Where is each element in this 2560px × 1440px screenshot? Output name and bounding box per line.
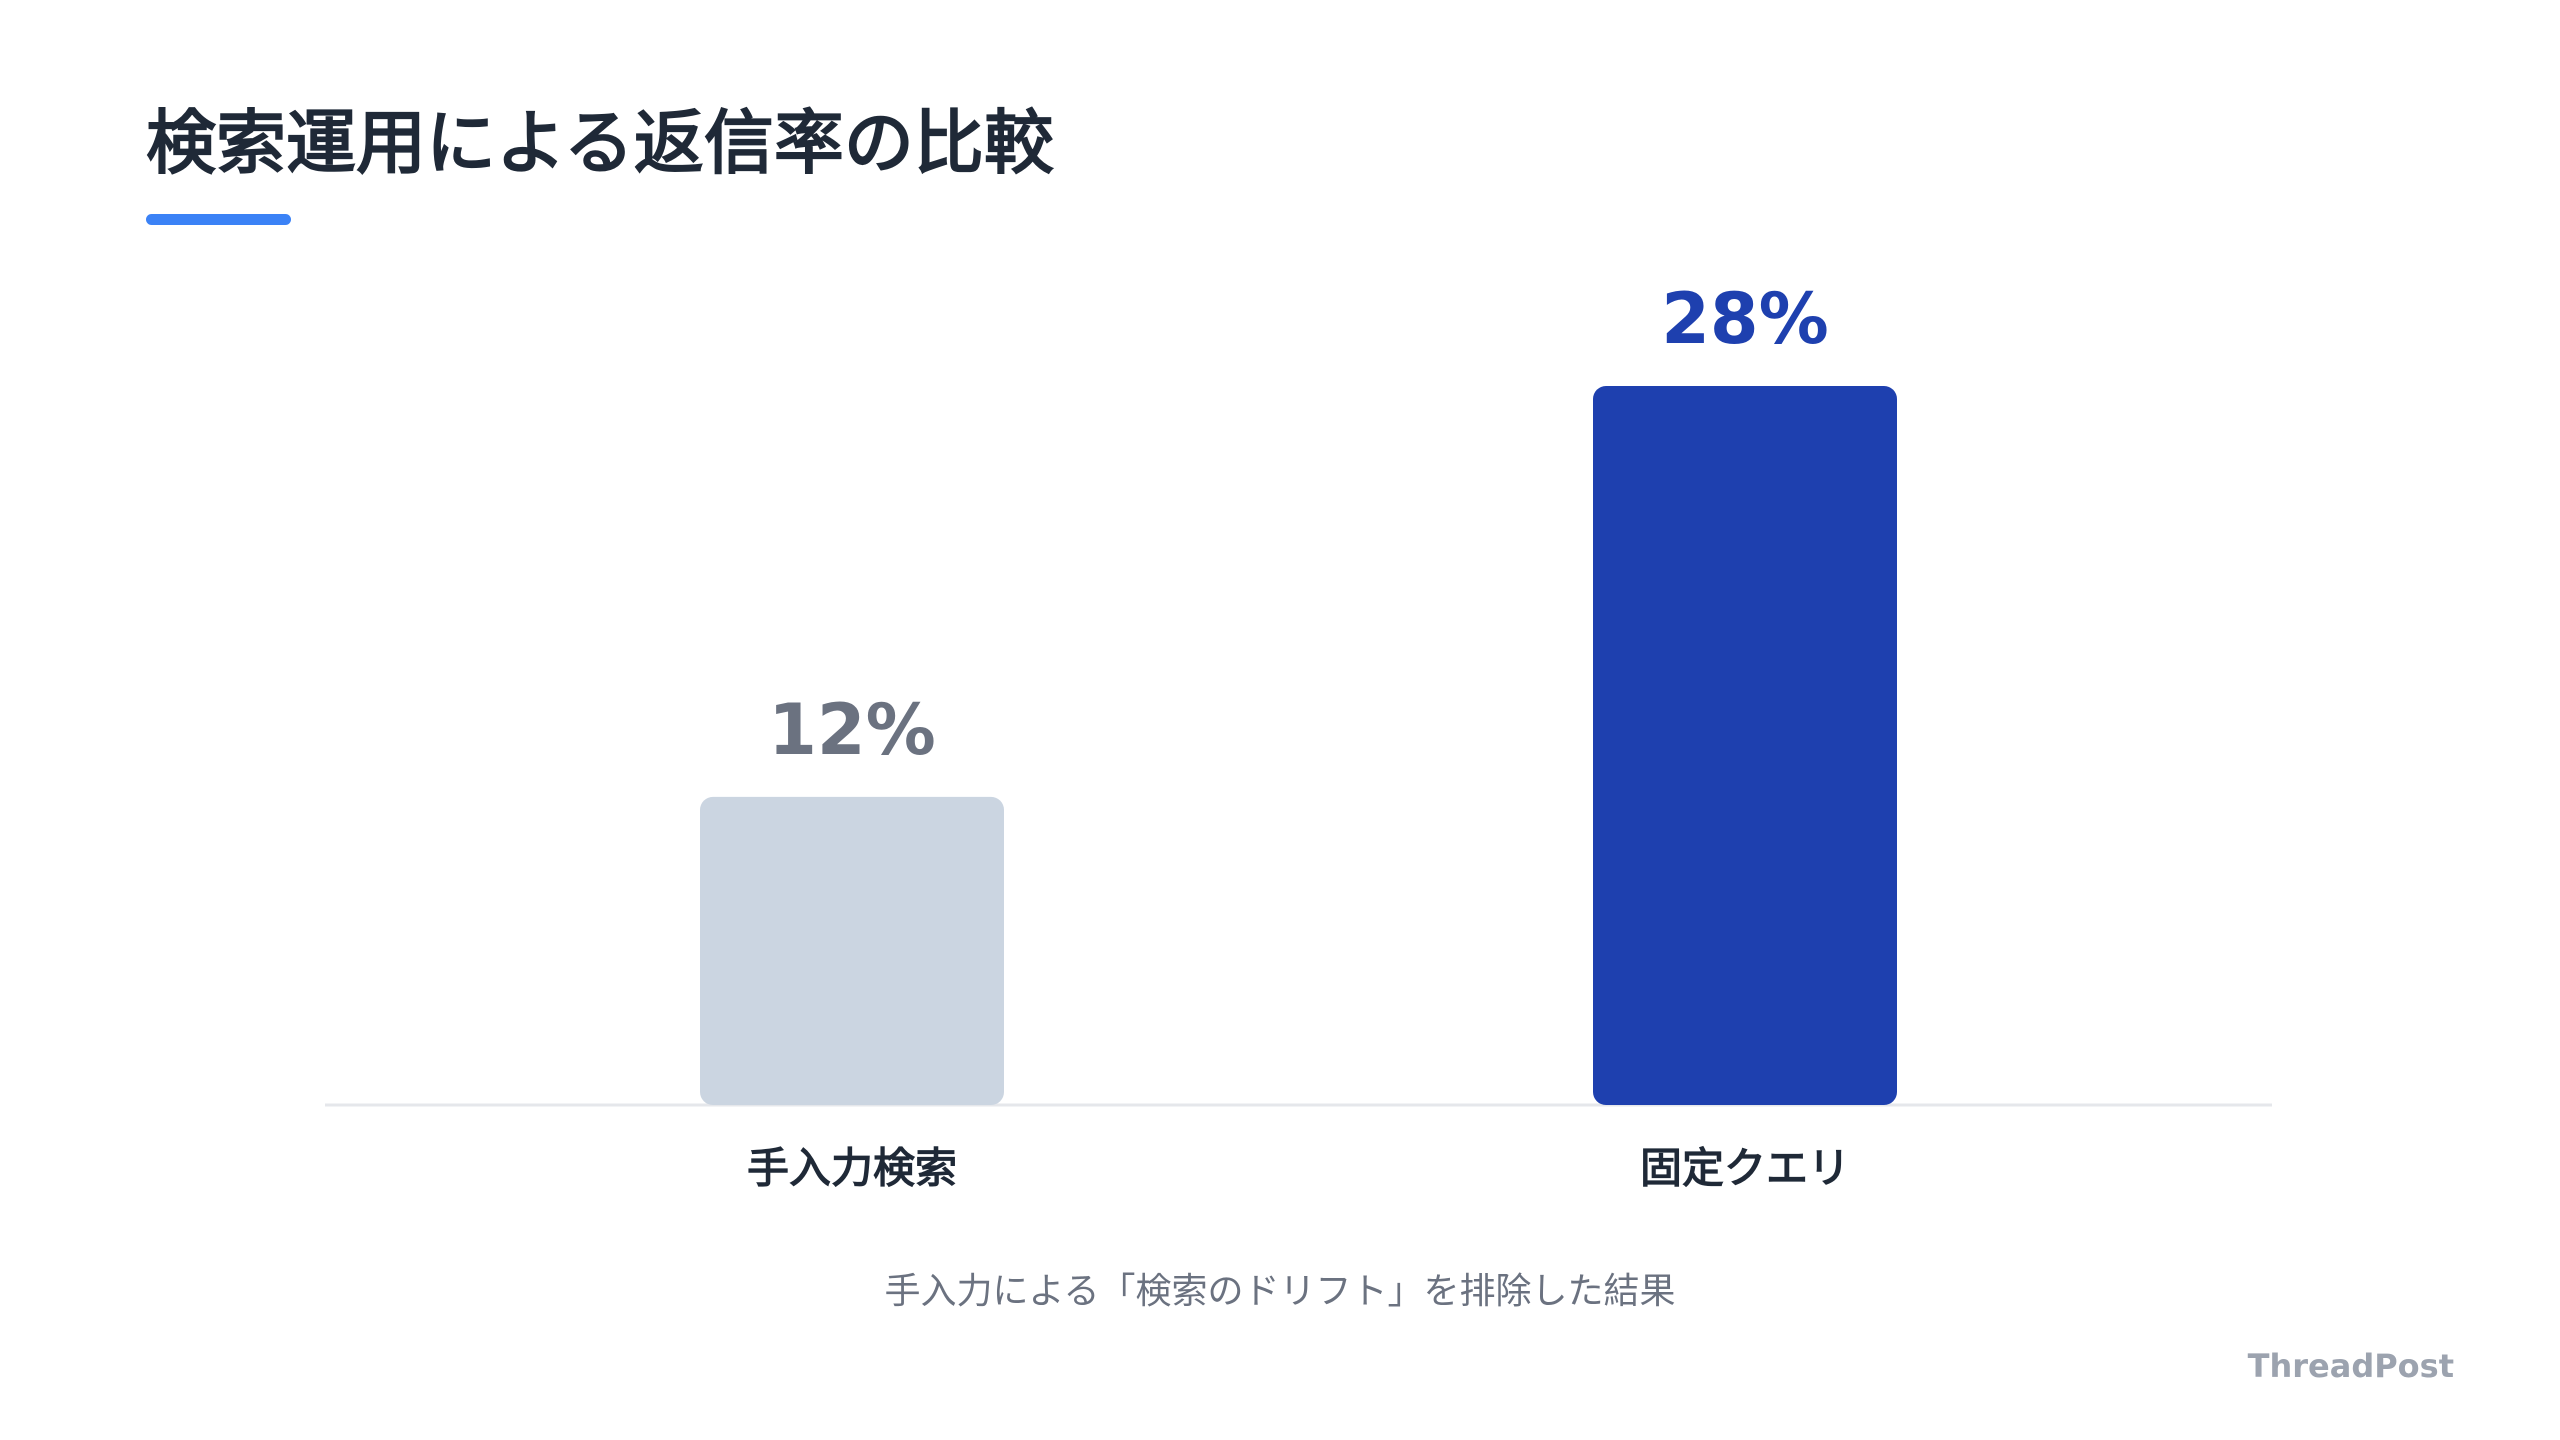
value-label: 28% bbox=[1661, 278, 1829, 360]
brand: ThreadPost bbox=[2248, 1347, 2454, 1385]
caption: 手入力による「検索のドリフト」を排除した結果 bbox=[885, 1271, 1676, 1312]
value-label: 12% bbox=[768, 689, 936, 771]
category-label: 手入力検索 bbox=[747, 1144, 957, 1193]
chart-title: 検索運用による返信率の比較 bbox=[146, 102, 1055, 184]
title-underline bbox=[146, 214, 291, 225]
bar bbox=[1593, 386, 1897, 1105]
category-label: 固定クエリ bbox=[1640, 1144, 1850, 1193]
bar bbox=[700, 796, 1004, 1105]
